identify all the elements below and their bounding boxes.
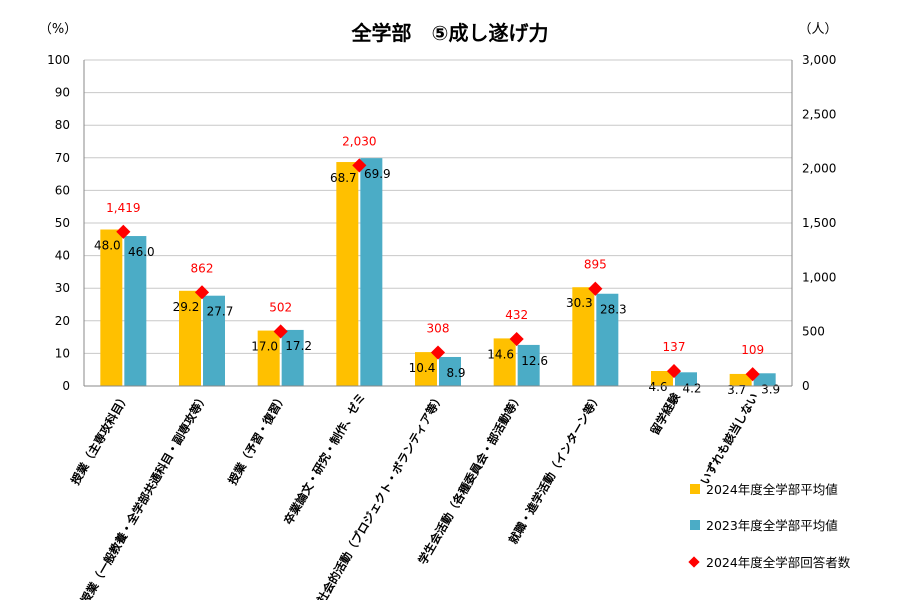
bar-2023: [753, 373, 776, 386]
bar-2024: [336, 162, 359, 386]
right-tick-label: 2,500: [802, 107, 836, 121]
bar-2023: [360, 158, 383, 386]
left-axis-ticks: 0 10 20 30 40 50 60 70 80 90 100: [47, 53, 70, 393]
right-tick-label: 2,000: [802, 162, 836, 176]
bar-2023: [124, 236, 147, 386]
right-tick-label: 1,000: [802, 270, 836, 284]
data-label-2024: 30.3: [566, 296, 593, 310]
respondent-marker: [430, 345, 446, 360]
data-label-2023: 28.3: [600, 303, 627, 317]
bar-2024: [257, 330, 280, 386]
data-label-2024: 4.6: [648, 380, 667, 394]
data-label-2024: 10.4: [409, 361, 436, 375]
category-label: 就職・進学活動（インターン等）: [506, 391, 604, 547]
data-label-2023: 12.6: [521, 354, 548, 368]
left-tick-label: 70: [55, 151, 70, 165]
respondent-marker: [588, 281, 603, 296]
legend-swatch-2023: [690, 520, 700, 530]
legend-label-2023: 2023年度全学部平均値: [706, 518, 838, 533]
bar-2023: [675, 372, 697, 386]
left-tick-label: 10: [55, 346, 70, 360]
respondent-marker: [352, 158, 367, 173]
respondent-label: 502: [269, 300, 292, 314]
left-tick-label: 30: [55, 281, 70, 295]
bar-2023: [281, 329, 304, 386]
bar-2024: [100, 229, 123, 386]
data-label-2023: 27.7: [207, 305, 234, 319]
data-label-2023: 17.2: [285, 339, 312, 353]
bar-2024: [729, 373, 752, 386]
left-tick-label: 90: [55, 86, 70, 100]
category-labels: 授業（主専攻科目）授業（一般教養・全学部共通科目・副専攻等） 授業（予習・復習）卒…: [68, 390, 761, 600]
respondent-label: 432: [505, 308, 528, 322]
bar-2023: [596, 293, 619, 386]
left-tick-label: 60: [55, 183, 70, 197]
respondent-label: 308: [427, 322, 450, 336]
bar-2024: [493, 338, 516, 386]
respondent-markers: 1,419 862 502 2,030 308 432 895 137 109: [106, 134, 764, 382]
category-label: 授業（一般教養・全学部共通科目・副専攻等）: [78, 391, 211, 600]
right-tick-label: 1,500: [802, 216, 836, 230]
right-axis-ticks: 0 500 1,000 1,500 2,000 2,500 3,000: [802, 53, 836, 393]
data-label-2024: 3.7: [727, 383, 746, 397]
bar-2023: [517, 344, 540, 386]
data-label-2023: 3.9: [761, 382, 780, 396]
respondent-label: 109: [741, 343, 764, 357]
data-label-2023: 4.2: [682, 381, 701, 395]
left-tick-label: 20: [55, 314, 70, 328]
respondent-label: 895: [584, 258, 607, 272]
category-label: いずれも該当しない: [697, 391, 761, 488]
bar-2024: [415, 352, 437, 386]
legend-swatch-2024: [690, 484, 700, 494]
category-label: 留学経験: [647, 390, 682, 437]
right-tick-label: 500: [802, 325, 825, 339]
bar-2024: [651, 371, 673, 386]
data-label-2024: 68.7: [330, 171, 357, 185]
category-label: 社会的活動（プロジェクト・ボランティア等）: [314, 391, 447, 600]
category-label: 卒業論文・研究・制作、ゼミ: [281, 391, 368, 527]
left-axis-unit: （%）: [39, 22, 77, 37]
respondent-marker: [273, 324, 288, 339]
right-axis-unit: （人）: [798, 22, 837, 37]
bar-2024: [179, 290, 201, 386]
right-tick-label: 3,000: [802, 53, 836, 67]
chart-title: 全学部 ⑤成し遂げ力: [351, 21, 549, 45]
gridlines: [84, 59, 792, 387]
data-label-2023: 8.9: [446, 366, 465, 380]
bar-2023: [439, 356, 461, 386]
data-label-2024: 48.0: [94, 239, 121, 253]
respondent-marker: [666, 364, 682, 379]
respondent-label: 1,419: [106, 201, 140, 215]
bar-2023: [203, 295, 225, 386]
respondent-label: 137: [663, 340, 686, 354]
respondent-label: 862: [191, 261, 214, 275]
bar-2024: [572, 287, 595, 386]
legend: 2024年度全学部平均値 2023年度全学部平均値 2024年度全学部回答者数: [688, 482, 851, 570]
bars: [100, 158, 776, 386]
data-label-2024: 17.0: [251, 340, 278, 354]
data-label-2023: 69.9: [364, 167, 391, 181]
axes: [83, 60, 793, 387]
legend-label-2024: 2024年度全学部平均値: [706, 482, 838, 497]
left-tick-label: 50: [55, 216, 70, 230]
data-label-2024: 29.2: [173, 300, 200, 314]
left-tick-label: 100: [47, 53, 70, 67]
left-tick-label: 80: [55, 118, 70, 132]
category-label: 授業（予習・復習）: [225, 391, 289, 488]
right-tick-label: 0: [802, 379, 810, 393]
legend-label-respondents: 2024年度全学部回答者数: [706, 555, 851, 570]
left-tick-label: 0: [62, 379, 70, 393]
legend-marker-respondents: [688, 556, 700, 568]
data-label-2024: 14.6: [487, 347, 514, 361]
data-label-2023: 46.0: [128, 245, 155, 259]
category-label: 授業（主専攻科目）: [68, 391, 132, 488]
respondent-label: 2,030: [342, 134, 376, 148]
left-tick-label: 40: [55, 249, 70, 263]
respondent-marker: [194, 285, 210, 300]
respondent-marker: [745, 367, 760, 382]
